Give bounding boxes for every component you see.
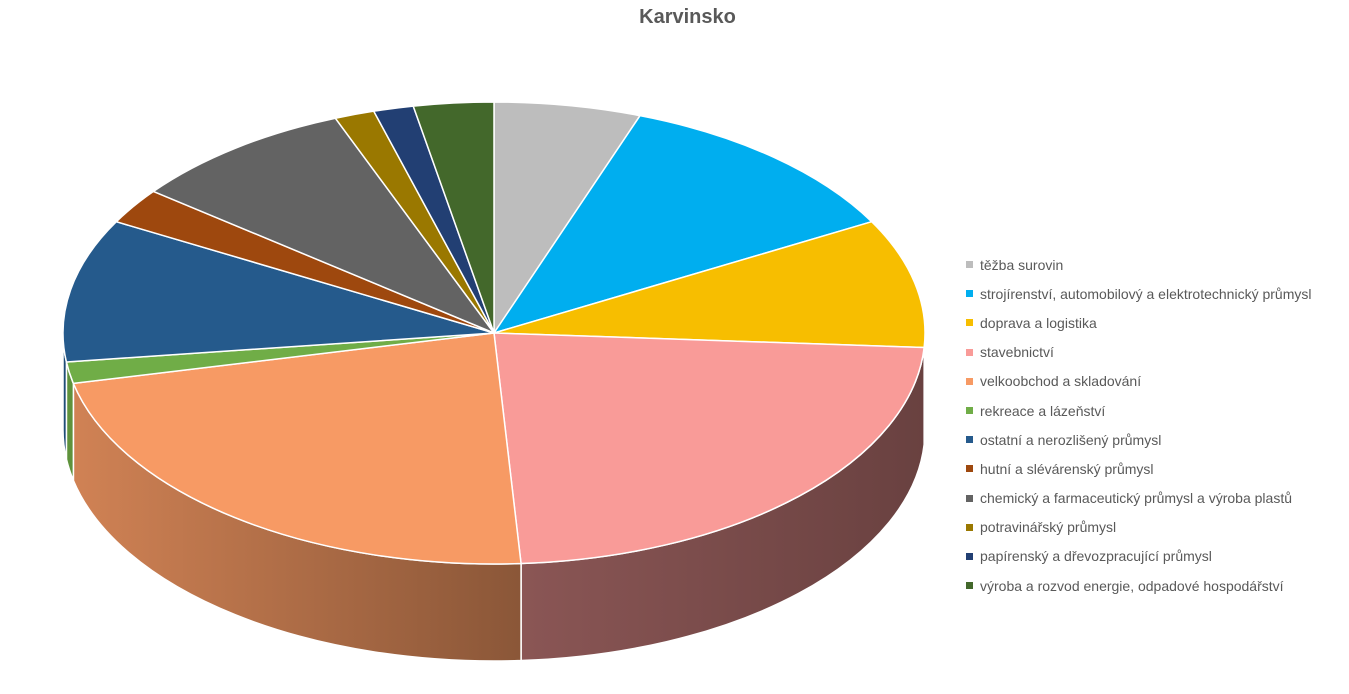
legend-label: výroba a rozvod energie, odpadové hospod…: [980, 577, 1284, 594]
legend-swatch: [966, 494, 973, 502]
legend-item: strojírenství, automobilový a elektrotec…: [966, 279, 1346, 308]
pie-slice-12: [412, 101, 495, 334]
pie-slice-2: [493, 114, 873, 334]
legend-swatch: [966, 319, 973, 327]
legend-item: těžba surovin: [966, 250, 1346, 279]
legend-label: hutní a slévárenský průmysl: [980, 460, 1154, 477]
legend-item: stavebnictví: [966, 338, 1346, 367]
legend-label: doprava a logistika: [980, 314, 1097, 331]
legend-swatch: [966, 465, 973, 473]
legend-swatch: [966, 523, 973, 531]
legend-label: ostatní a nerozlišený průmysl: [980, 431, 1162, 448]
legend-label: těžba surovin: [980, 256, 1064, 273]
legend-swatch: [966, 582, 973, 590]
legend-label: chemický a farmaceutický průmysl a výrob…: [980, 490, 1292, 507]
legend-item: ostatní a nerozlišený průmysl: [966, 425, 1346, 454]
legend-item: hutní a slévárenský průmysl: [966, 454, 1346, 483]
pie-slice-9: [152, 117, 495, 334]
legend-swatch: [966, 436, 973, 444]
legend-label: rekreace a lázeňství: [980, 402, 1106, 419]
legend-swatch: [966, 261, 973, 269]
pie-slice-5: [72, 332, 522, 565]
legend-label: stavebnictví: [980, 344, 1054, 361]
legend-item: doprava a logistika: [966, 308, 1346, 337]
legend-item: papírenský a dřevozpracující průmysl: [966, 542, 1346, 571]
legend-item: výroba a rozvod energie, odpadové hospod…: [966, 571, 1346, 600]
pie-top-faces: [62, 101, 926, 565]
legend-label: velkoobchod a skladování: [980, 373, 1142, 390]
legend-swatch: [966, 290, 973, 298]
pie-slice-1: [493, 101, 641, 334]
legend-item: chemický a farmaceutický průmysl a výrob…: [966, 484, 1346, 513]
legend-swatch: [966, 407, 973, 415]
legend-item: rekreace a lázeňství: [966, 396, 1346, 425]
legend-item: velkoobchod a skladování: [966, 367, 1346, 396]
legend-swatch: [966, 348, 973, 356]
chart-legend: těžba surovin strojírenství, automobilový…: [966, 250, 1346, 600]
legend-swatch: [966, 377, 973, 385]
legend-swatch: [966, 552, 973, 560]
legend-item: potravinářský průmysl: [966, 513, 1346, 542]
legend-label: strojírenství, automobilový a elektrotec…: [980, 285, 1312, 302]
pie-slice-4: [493, 332, 925, 565]
pie-slice-7: [62, 220, 495, 363]
chart-title: Karvinsko: [639, 6, 736, 28]
pie-slice-3: [493, 220, 926, 349]
legend-label: potravinářský průmysl: [980, 519, 1117, 536]
legend-label: papírenský a dřevozpracující průmysl: [980, 548, 1212, 565]
